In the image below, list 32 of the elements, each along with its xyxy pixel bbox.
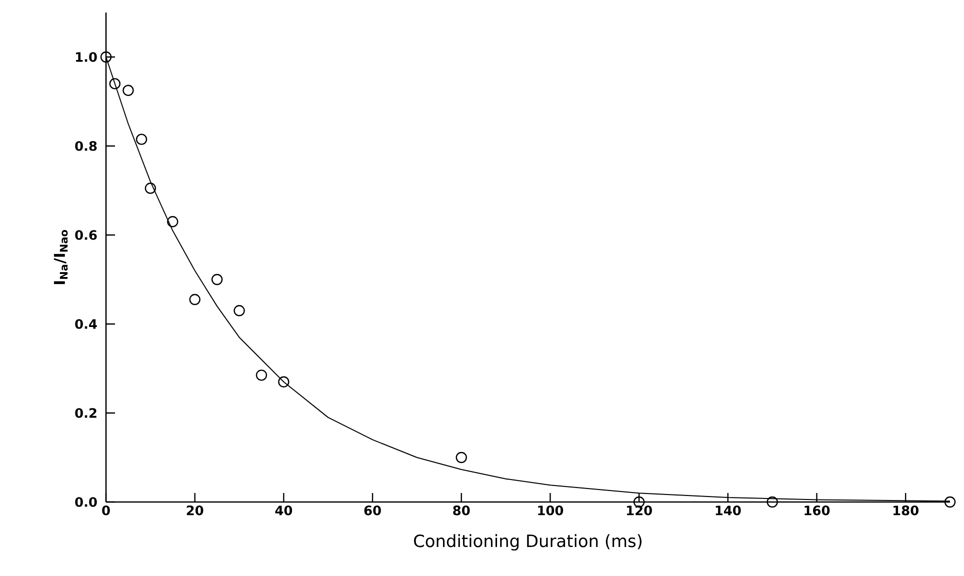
x-tick-label: 40 (275, 506, 292, 516)
x-tick-label: 140 (716, 506, 741, 516)
point (456, 452, 467, 464)
y-tick-label: 1.0 (76, 52, 97, 62)
x-axis-title: Conditioning Duration (ms) (414, 534, 642, 551)
x-tick-label: 120 (627, 506, 652, 516)
point (256, 370, 268, 381)
point (167, 216, 178, 228)
point (136, 134, 148, 145)
point (944, 496, 956, 508)
x-tick-label: 180 (894, 506, 918, 516)
x-tick-label: 100 (538, 506, 564, 516)
point (109, 78, 120, 90)
x-tick-label: 80 (453, 506, 470, 516)
y-tick-label: 0.4 (75, 319, 97, 329)
x-tick-label: 0 (102, 506, 110, 516)
x-tick-label: 20 (186, 506, 204, 516)
point (278, 376, 290, 388)
y-tick-label: 0.8 (75, 141, 97, 151)
point (189, 294, 200, 306)
point (766, 496, 778, 508)
x-tick-label: 60 (364, 506, 381, 516)
x-tick-label: 160 (804, 506, 830, 516)
y-axis-title: I$_{Na}$/I$_{Nao}$ (54, 230, 68, 284)
point (234, 305, 245, 316)
point (211, 274, 223, 286)
y-tick-label: 0.6 (75, 230, 97, 240)
y-tick-label: 0.2 (75, 408, 96, 418)
point (144, 182, 156, 194)
point (122, 84, 134, 96)
point (100, 51, 112, 63)
y-tick-label: 0.0 (75, 497, 97, 507)
